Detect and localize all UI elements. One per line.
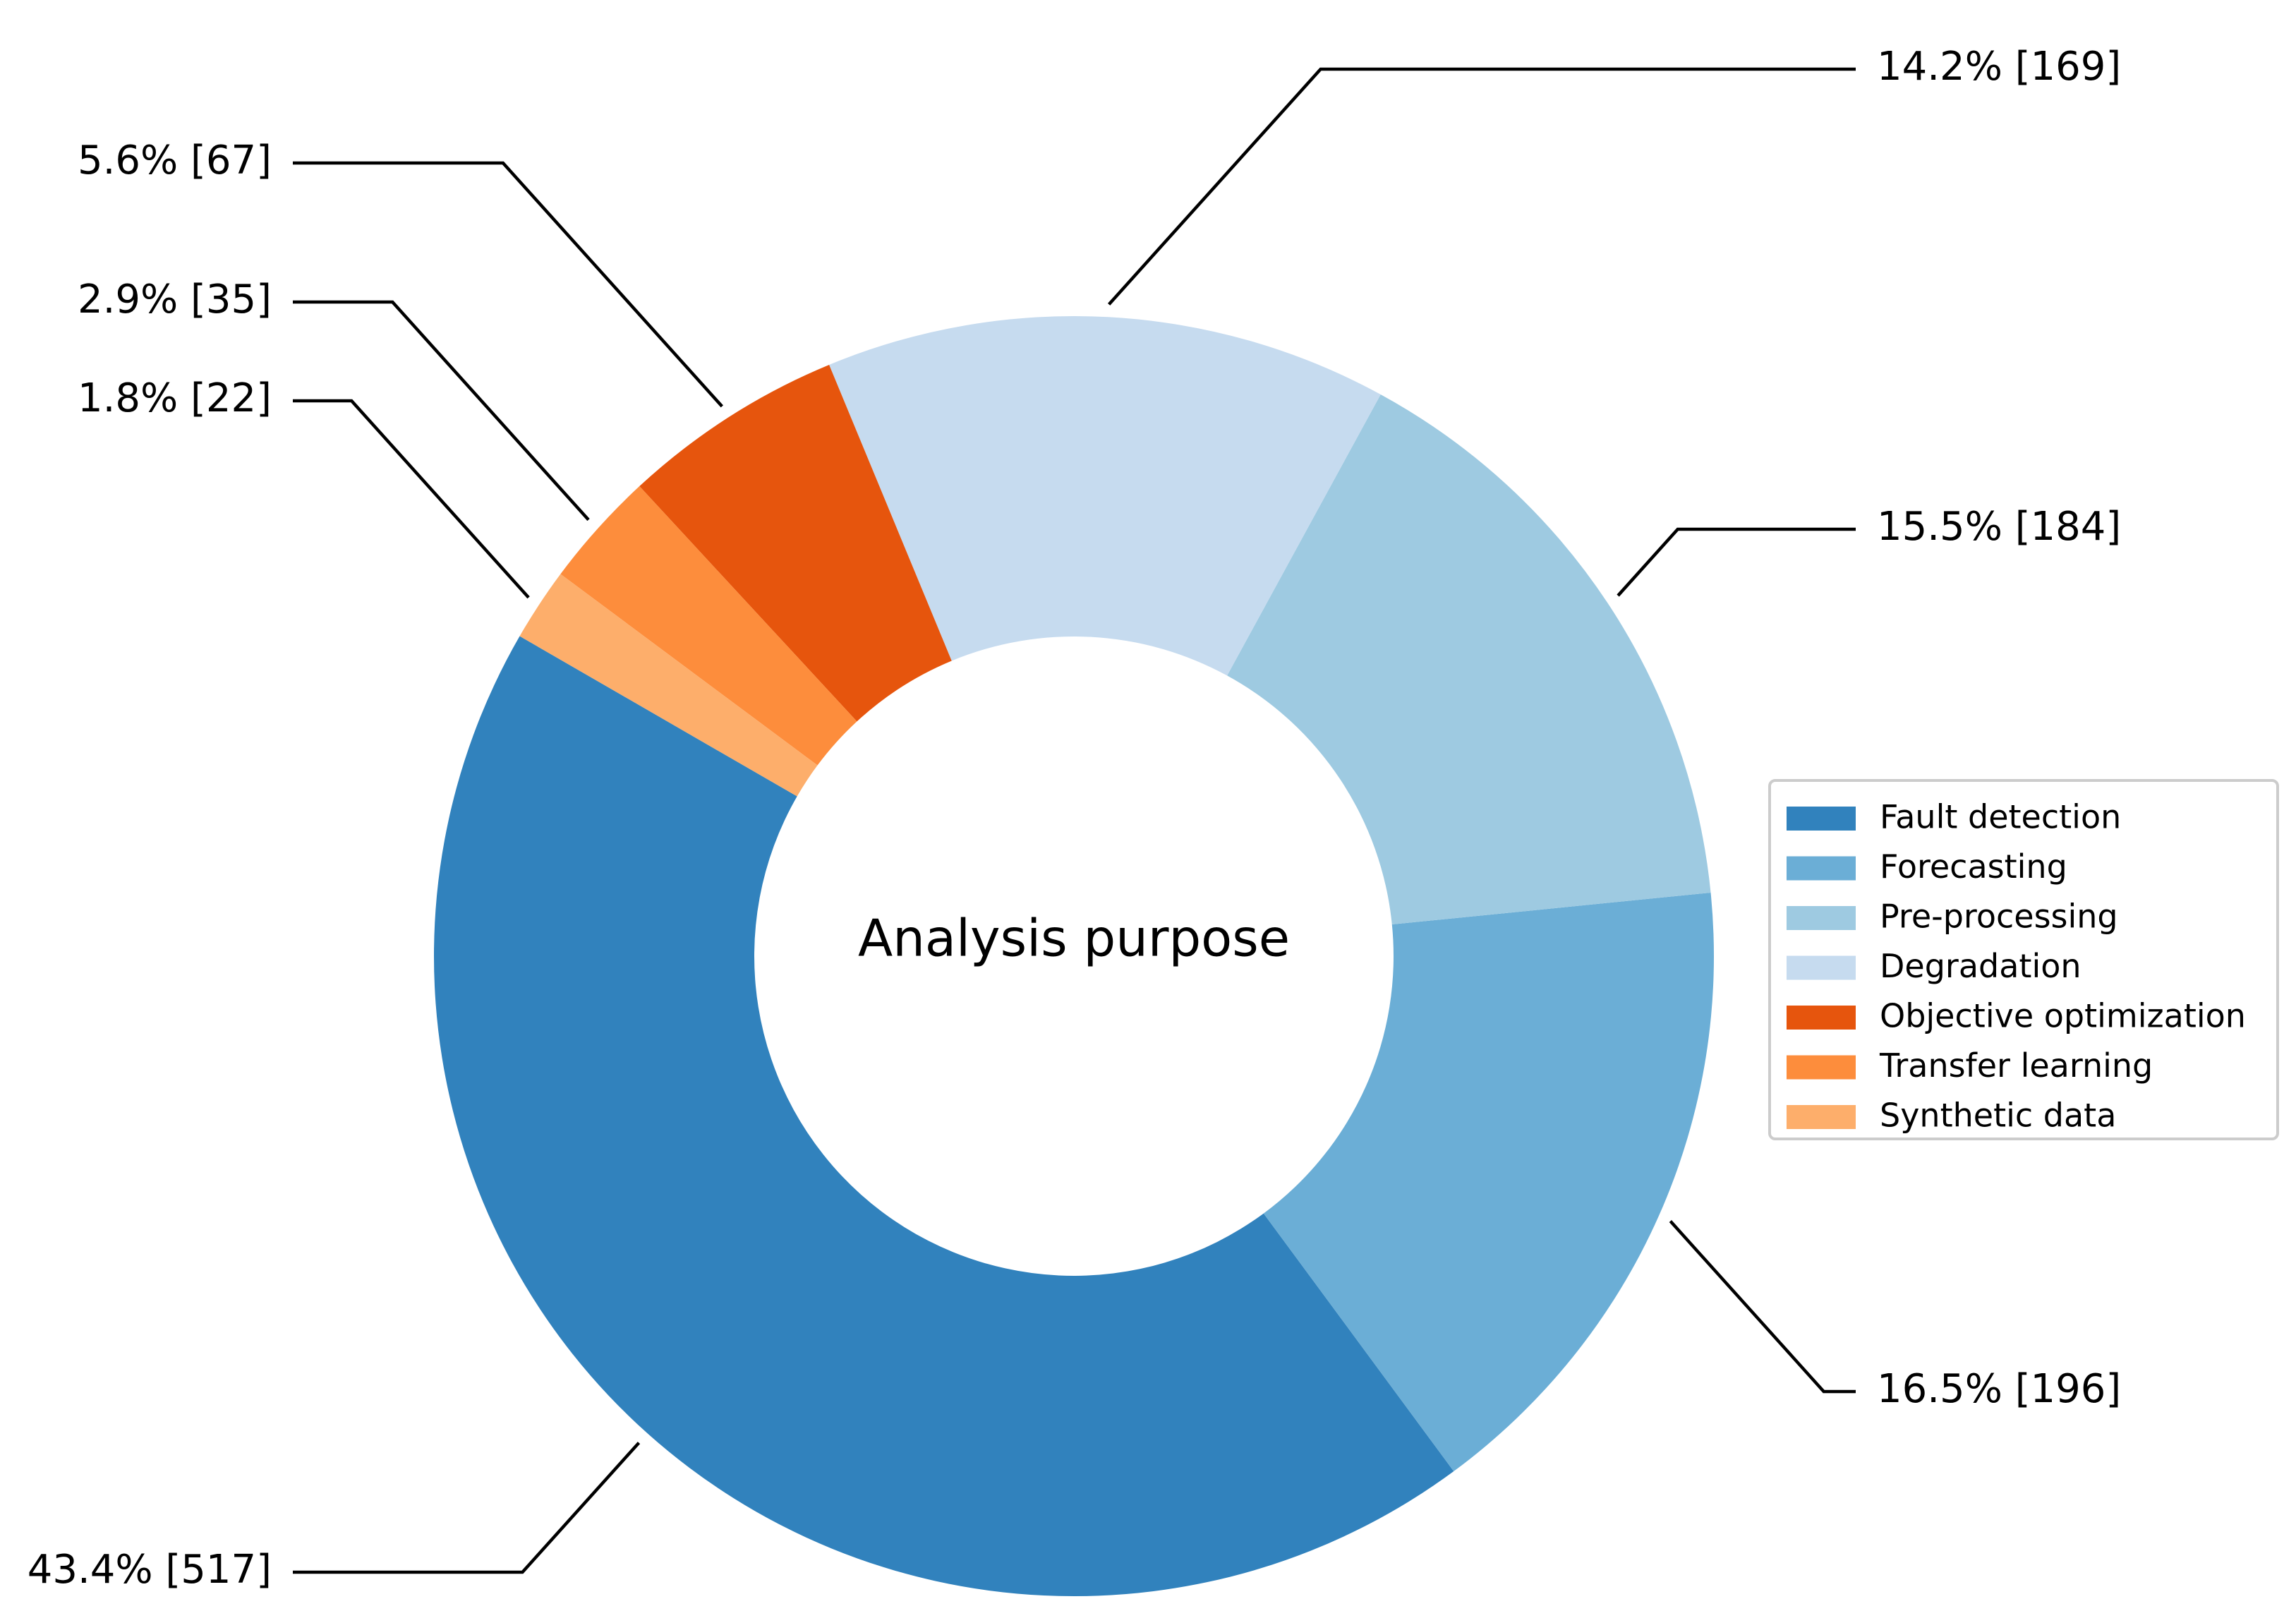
- data-label-transfer-learning: 2.9% [35]: [78, 277, 272, 322]
- legend-label-fault-detection: Fault detection: [1880, 798, 2121, 836]
- donut-slices: [434, 316, 1714, 1596]
- slice-labels: 43.4% [517] 16.5% [196] 15.5% [184] 14.2% […: [28, 44, 2122, 1593]
- slice-synthetic-data: [519, 574, 818, 797]
- leader-line-synthetic-data: [293, 399, 530, 599]
- legend-label-objective-optimization: Objective optimization: [1880, 997, 2246, 1035]
- legend-label-synthetic-data: Synthetic data: [1880, 1097, 2116, 1135]
- slice-objective-optimization: [639, 364, 952, 722]
- legend: Fault detection Forecasting Pre-processing…: [1768, 779, 2279, 1140]
- data-label-forecasting: 16.5% [196]: [1877, 1366, 2121, 1412]
- data-label-pre-processing: 15.5% [184]: [1877, 504, 2121, 550]
- data-label-degradation: 14.2% [169]: [1877, 44, 2121, 90]
- center-label: Analysis purpose: [858, 909, 1290, 968]
- data-label-fault-detection: 43.4% [517]: [28, 1547, 272, 1593]
- leader-line-pre-processing: [1617, 527, 1856, 597]
- slice-forecasting: [1263, 892, 1714, 1472]
- legend-label-pre-processing: Pre-processing: [1880, 898, 2118, 936]
- legend-label-transfer-learning: Transfer learning: [1879, 1046, 2153, 1085]
- legend-swatch-degradation: [1787, 955, 1856, 980]
- leader-line-transfer-learning: [293, 300, 590, 521]
- legend-swatch-forecasting: [1787, 856, 1856, 881]
- leader-line-objective-optimization: [293, 161, 724, 408]
- legend-swatch-pre-processing: [1787, 906, 1856, 930]
- leader-line-forecasting: [1669, 1219, 1856, 1394]
- slice-degradation: [829, 316, 1381, 676]
- legend-swatch-objective-optimization: [1787, 1006, 1856, 1030]
- data-label-synthetic-data: 1.8% [22]: [78, 375, 272, 421]
- legend-label-forecasting: Forecasting: [1880, 847, 2067, 886]
- data-label-objective-optimization: 5.6% [67]: [78, 138, 272, 183]
- legend-frame: [1768, 779, 2279, 1140]
- leader-lines: [293, 67, 1856, 1574]
- legend-swatch-fault-detection: [1787, 807, 1856, 831]
- legend-swatch-transfer-learning: [1787, 1055, 1856, 1080]
- slice-transfer-learning: [560, 486, 857, 766]
- slice-fault-detection: [434, 636, 1454, 1596]
- legend-label-degradation: Degradation: [1880, 947, 2081, 985]
- leader-line-degradation: [1107, 67, 1856, 306]
- leader-line-fault-detection: [293, 1442, 641, 1574]
- slice-pre-processing: [1227, 394, 1711, 925]
- legend-swatch-synthetic-data: [1787, 1105, 1856, 1129]
